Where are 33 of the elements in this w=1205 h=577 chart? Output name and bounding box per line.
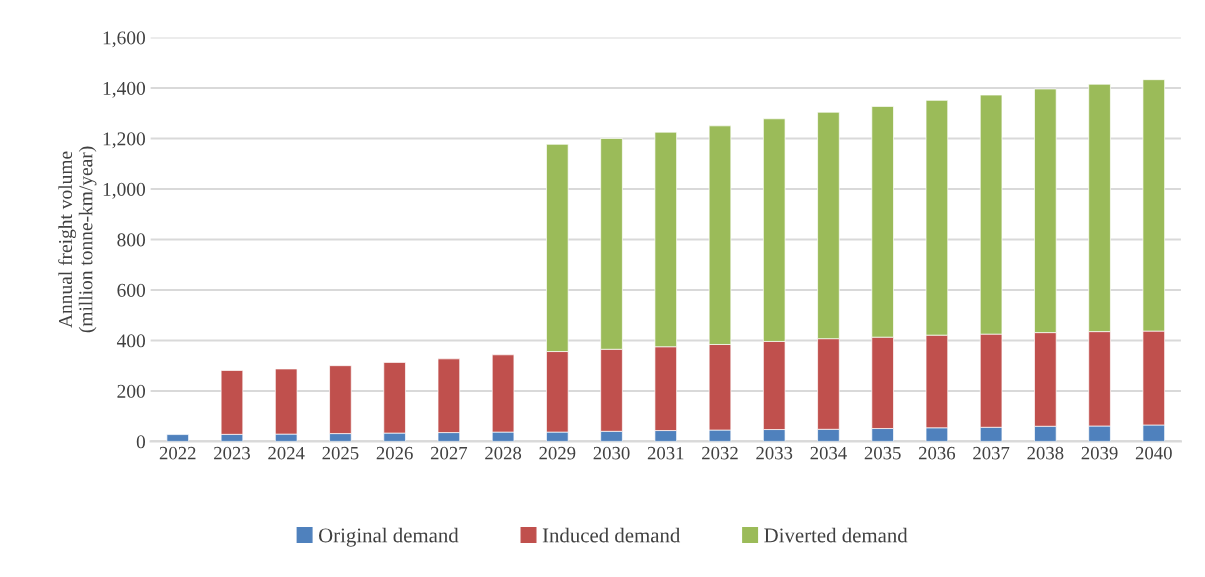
x-tick-label: 2037 bbox=[973, 446, 1010, 460]
x-tick-label: 2022 bbox=[159, 446, 196, 460]
legend-label: Induced demand bbox=[542, 527, 681, 543]
x-tick-label: 2032 bbox=[702, 446, 738, 460]
y-tick-label: 1,400 bbox=[103, 81, 146, 98]
y-tick-label: 1,000 bbox=[103, 182, 146, 199]
x-tick-label: 2035 bbox=[864, 446, 901, 460]
y-tick-label: 1,200 bbox=[103, 132, 146, 149]
x-tick-label: 2028 bbox=[485, 446, 522, 460]
x-tick-label: 2027 bbox=[430, 446, 468, 460]
x-tick-label: 2024 bbox=[268, 446, 305, 460]
x-tick-label: 2033 bbox=[756, 446, 793, 460]
x-tick-label: 2029 bbox=[539, 446, 576, 460]
y-axis-title: Annual freight volume (million tonne-km/year) bbox=[58, 146, 97, 333]
x-tick-label: 2026 bbox=[376, 446, 413, 460]
legend-label: Original demand bbox=[318, 527, 459, 547]
legend-label: Diverted demand bbox=[764, 527, 908, 543]
x-tick-label: 2034 bbox=[810, 446, 847, 460]
y-tick-label: 400 bbox=[116, 334, 146, 348]
y-tick-label: 600 bbox=[117, 283, 146, 297]
x-tick-label: 2039 bbox=[1081, 446, 1118, 460]
y-tick-label: 0 bbox=[136, 435, 146, 449]
x-tick-label: 2036 bbox=[918, 446, 956, 460]
x-tick-label: 2023 bbox=[214, 446, 250, 460]
y-tick-label: 200 bbox=[117, 384, 146, 398]
y-tick-label: 800 bbox=[117, 233, 146, 247]
x-tick-label: 2031 bbox=[647, 446, 684, 460]
x-tick-label: 2038 bbox=[1027, 446, 1064, 460]
x-tick-label: 2025 bbox=[322, 446, 359, 460]
bar bbox=[166, 434, 189, 442]
x-tick-label: 2030 bbox=[593, 446, 630, 460]
y-tick-label: 1,600 bbox=[103, 31, 146, 48]
x-tick-label: 2040 bbox=[1135, 446, 1172, 460]
